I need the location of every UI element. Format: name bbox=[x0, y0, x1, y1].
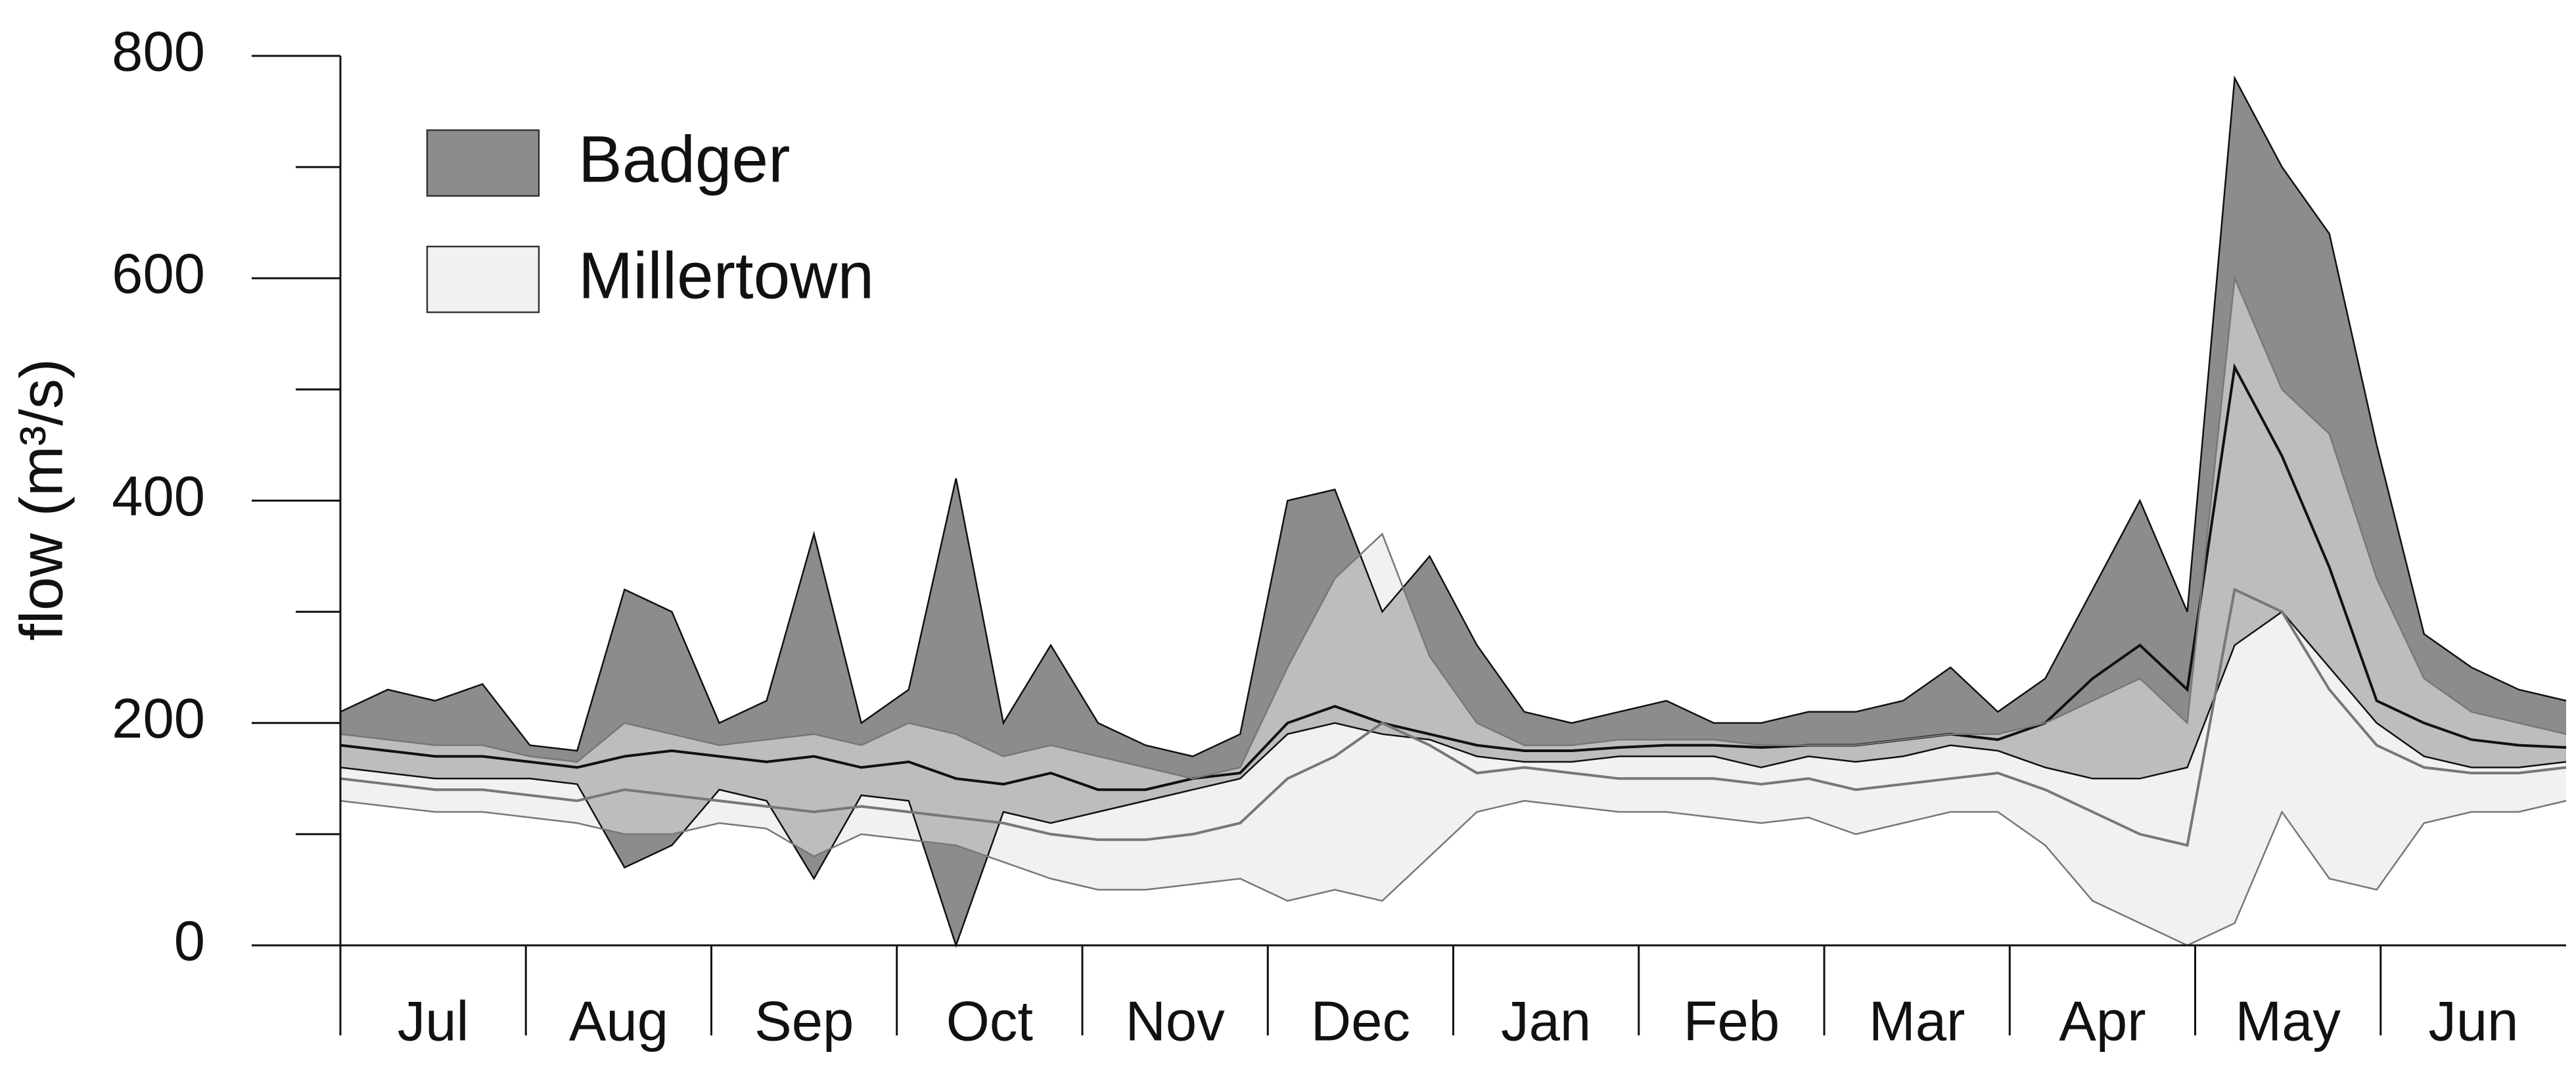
x-tick-label: Oct bbox=[946, 990, 1033, 1053]
legend-label: Millertown bbox=[578, 239, 874, 312]
x-tick-label: Dec bbox=[1311, 990, 1410, 1053]
y-tick-label: 200 bbox=[112, 688, 205, 750]
x-tick-label: Apr bbox=[2059, 990, 2146, 1053]
x-tick-label: Sep bbox=[754, 990, 854, 1053]
x-tick-label: Mar bbox=[1869, 990, 1965, 1053]
legend-swatch bbox=[426, 245, 540, 314]
y-axis-label: flow (m³/s) bbox=[8, 358, 75, 640]
x-tick-label: Jun bbox=[2428, 990, 2518, 1053]
x-tick-label: Aug bbox=[569, 990, 668, 1053]
x-tick-label: Feb bbox=[1684, 990, 1780, 1053]
y-tick-label: 0 bbox=[174, 910, 205, 972]
x-tick-label: Nov bbox=[1126, 990, 1226, 1053]
x-tick-label: Jan bbox=[1501, 990, 1591, 1053]
legend-swatch bbox=[426, 129, 540, 197]
x-tick-label: Jul bbox=[398, 990, 469, 1053]
band-edge bbox=[340, 799, 2567, 947]
median-line bbox=[340, 363, 2567, 792]
x-tick-label: May bbox=[2235, 990, 2341, 1053]
y-tick-label: 600 bbox=[112, 243, 205, 306]
legend-label: Badger bbox=[578, 122, 790, 196]
y-tick-label: 400 bbox=[112, 465, 205, 528]
y-tick-label: 800 bbox=[112, 20, 205, 83]
median-line bbox=[340, 587, 2567, 847]
band-edge bbox=[340, 75, 2567, 757]
band-edge bbox=[340, 275, 2567, 780]
